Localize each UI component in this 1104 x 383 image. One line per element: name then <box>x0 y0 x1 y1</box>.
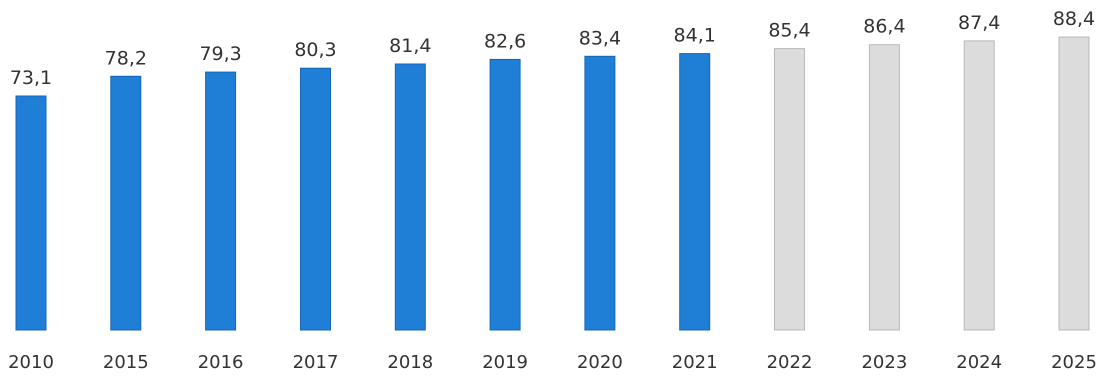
value-label-2015: 78,2 <box>105 47 147 69</box>
year-label-2024: 2024 <box>956 352 1002 373</box>
year-label-2023: 2023 <box>861 352 907 373</box>
bar-2018 <box>394 63 426 331</box>
value-label-2018: 81,4 <box>389 35 431 57</box>
year-label-2017: 2017 <box>293 352 339 373</box>
value-label-2024: 87,4 <box>958 12 1000 34</box>
value-label-2016: 79,3 <box>199 43 241 65</box>
bar-2017 <box>300 67 331 331</box>
year-label-2019: 2019 <box>482 352 528 373</box>
bar-projected-2023 <box>868 44 900 331</box>
value-label-2023: 86,4 <box>863 16 905 38</box>
bar-projected-2022 <box>774 48 805 331</box>
year-label-2015: 2015 <box>103 352 149 373</box>
value-label-2021: 84,1 <box>674 25 716 47</box>
value-label-2010: 73,1 <box>10 67 52 89</box>
year-labels-group: 2010 2015 2016 2017 2018 2019 2020 2021 2022 2023… <box>8 352 1097 373</box>
value-label-2019: 82,6 <box>484 30 526 52</box>
bars-group <box>15 36 1090 331</box>
year-label-2010: 2010 <box>8 352 54 373</box>
year-label-2021: 2021 <box>672 352 718 373</box>
bar-projected-2025 <box>1058 36 1090 331</box>
bar-2021 <box>679 53 711 331</box>
year-label-2025: 2025 <box>1051 352 1097 373</box>
year-label-2018: 2018 <box>387 352 433 373</box>
bar-2020 <box>584 55 616 331</box>
bar-2015 <box>110 75 142 331</box>
bar-projected-2024 <box>963 40 995 331</box>
year-label-2016: 2016 <box>198 352 244 373</box>
bar-2010 <box>15 95 47 331</box>
year-label-2020: 2020 <box>577 352 623 373</box>
value-label-2017: 80,3 <box>294 39 336 61</box>
value-labels-group: 73,1 78,2 79,3 80,3 81,4 82,6 83,4 84,1 85,4 86,4… <box>10 8 1095 89</box>
bar-2016 <box>205 71 237 331</box>
year-label-2022: 2022 <box>767 352 813 373</box>
value-label-2022: 85,4 <box>768 20 810 42</box>
value-label-2020: 83,4 <box>579 27 621 49</box>
bar-2019 <box>489 58 521 331</box>
value-label-2025: 88,4 <box>1053 8 1095 30</box>
